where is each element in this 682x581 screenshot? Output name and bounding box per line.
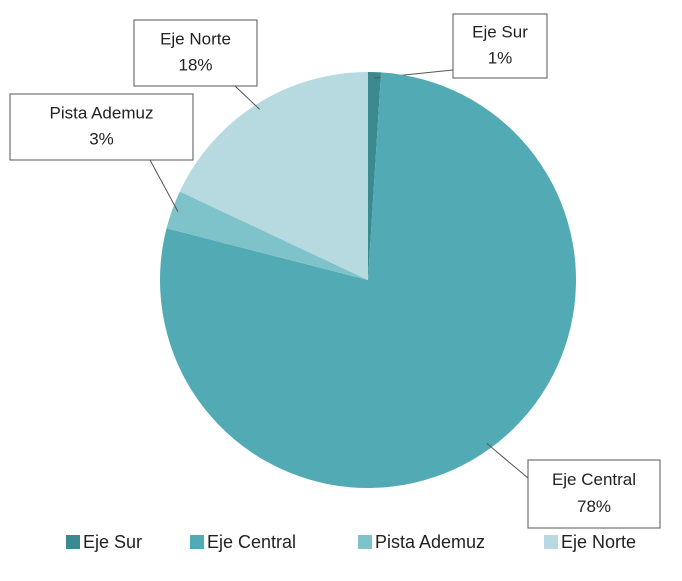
legend-swatch xyxy=(190,535,204,549)
legend-swatch xyxy=(544,535,558,549)
callout-name: Eje Sur xyxy=(472,23,528,42)
legend-label: Eje Norte xyxy=(561,532,636,552)
callout-box xyxy=(133,19,258,87)
legend-label: Pista Ademuz xyxy=(375,532,485,552)
legend-label: Eje Sur xyxy=(83,532,142,552)
callout-value: 78% xyxy=(577,497,611,516)
callout-name: Eje Central xyxy=(552,470,636,489)
callout-box xyxy=(527,459,661,529)
leader-line xyxy=(234,85,261,110)
leader-line xyxy=(486,443,529,479)
leader-line xyxy=(149,159,179,212)
callout-value: 18% xyxy=(178,56,212,75)
pie-slice xyxy=(160,72,576,489)
legend-label: Eje Central xyxy=(207,532,296,552)
callout-value: 3% xyxy=(89,130,114,149)
callout-value: 1% xyxy=(488,48,513,67)
legend-swatch xyxy=(358,535,372,549)
callout-box xyxy=(452,13,548,79)
pie-slice xyxy=(166,191,368,280)
callout-name: Eje Norte xyxy=(160,29,231,48)
legend-swatch xyxy=(66,535,80,549)
pie-slice xyxy=(368,72,382,280)
callout-box xyxy=(9,93,194,161)
pie-slice xyxy=(179,72,368,280)
callout-name: Pista Ademuz xyxy=(50,103,154,122)
